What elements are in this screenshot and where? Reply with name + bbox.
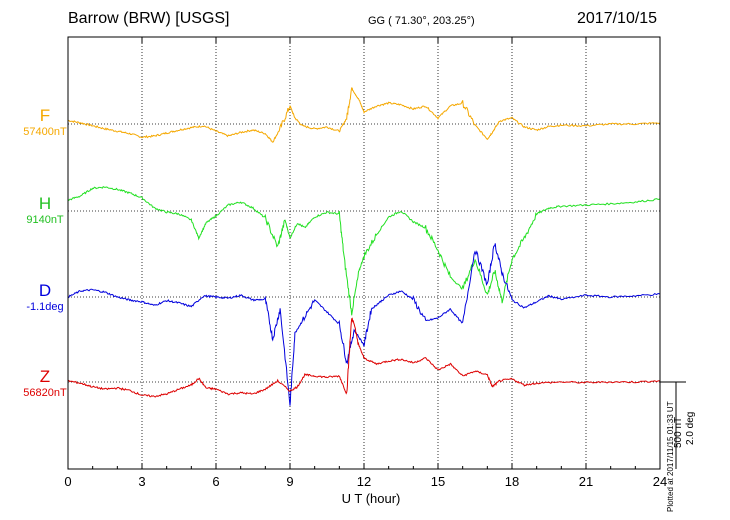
x-axis-label: U T (hour)	[341, 491, 401, 506]
legend-f-baseline: 57400nT	[23, 126, 67, 138]
station-title: Barrow (BRW) [USGS]	[68, 10, 230, 27]
series-line-f	[67, 87, 661, 143]
x-tick-label: 3	[138, 474, 145, 489]
legend-f-name: F	[39, 106, 51, 125]
legend-d-name: D	[38, 281, 52, 300]
traces	[67, 87, 661, 406]
station-coordinates: GG ( 71.30°, 203.25°)	[368, 15, 475, 27]
legend-z-baseline: 56820nT	[23, 387, 67, 399]
x-tick-label: 9	[286, 474, 293, 489]
scale-bar-deg-label: 2.0 deg	[685, 411, 696, 445]
x-tick-label: 15	[431, 474, 445, 489]
x-tick-label: 6	[212, 474, 219, 489]
plotted-timestamp: Plotted at 2017/11/15 01:33 UT	[666, 401, 675, 512]
x-tick-label: 0	[64, 474, 71, 489]
x-tick-label: 18	[505, 474, 519, 489]
scale-bar	[660, 381, 686, 469]
grid	[68, 37, 660, 469]
legend-f: F 57400nT	[10, 106, 80, 138]
x-ticks: 0 3 6 9 12 15 18 21 24	[64, 37, 667, 489]
series-line-d	[67, 243, 661, 406]
chart-date: 2017/10/15	[577, 10, 658, 27]
legend-d: D -1.1deg	[10, 281, 80, 313]
series-line-z	[67, 317, 661, 398]
series-line-h	[67, 186, 661, 316]
legend-h-baseline: 9140nT	[26, 214, 64, 226]
x-tick-label: 12	[357, 474, 371, 489]
legend-h: H 9140nT	[10, 194, 80, 226]
x-tick-label: 24	[653, 474, 667, 489]
legend-z: Z 56820nT	[10, 367, 80, 399]
x-tick-label: 21	[579, 474, 593, 489]
legend-z-name: Z	[39, 367, 51, 386]
legend-h-name: H	[38, 194, 52, 213]
legend-d-baseline: -1.1deg	[26, 301, 64, 313]
